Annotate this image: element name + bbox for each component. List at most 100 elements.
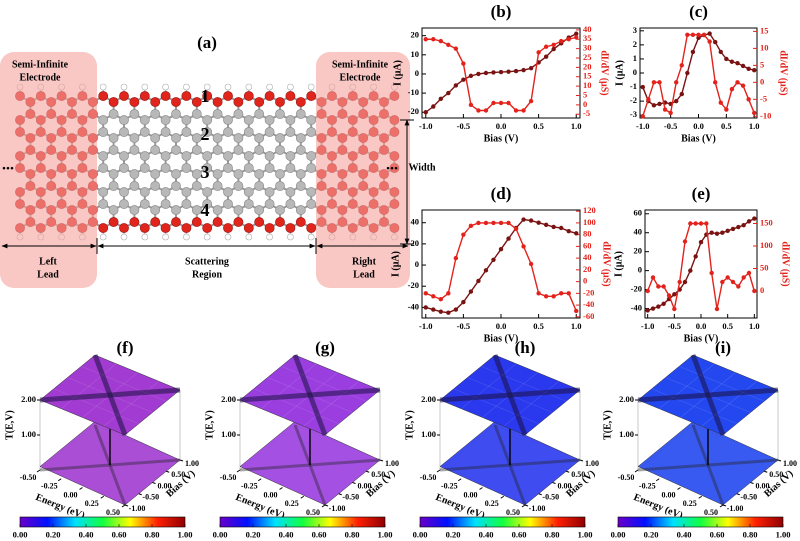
y2-tick-label: 20 (583, 264, 592, 274)
data-point (513, 108, 519, 113)
data-point (661, 284, 666, 289)
x-tick (100, 495, 105, 499)
atom (233, 169, 244, 179)
x-tick-label: -0.50 (220, 473, 237, 482)
x-tick-label: 0.5 (533, 121, 544, 131)
data-point (438, 297, 444, 302)
data-point (506, 69, 511, 74)
data-point (707, 31, 712, 36)
atom (202, 127, 213, 137)
plane-grid (61, 363, 117, 409)
series-line (647, 222, 756, 312)
y-tick (338, 493, 342, 496)
y2-tick-label: 150 (760, 217, 773, 227)
y2-tick-label: 25 (583, 52, 592, 62)
atom (264, 163, 275, 173)
data-point (476, 220, 481, 226)
y2-tick-label: 0 (583, 276, 587, 286)
y-tick-label: 0 (638, 265, 642, 275)
data-point (468, 102, 474, 108)
atom (191, 217, 202, 227)
x-tick-label: 0.0 (693, 121, 704, 131)
y-tick-label: -1.00 (329, 504, 346, 513)
atom (295, 97, 306, 107)
hydrogen (162, 233, 169, 241)
atom (295, 109, 306, 119)
data-point (714, 306, 720, 312)
atom (285, 187, 296, 197)
atom (171, 181, 181, 191)
atom (150, 109, 161, 119)
atom (181, 91, 192, 101)
atom (243, 163, 254, 173)
plane-grid (481, 365, 567, 402)
x-tick (279, 487, 283, 490)
x-tick-label: 0.5 (721, 121, 732, 131)
atom (139, 91, 150, 101)
x-tick-label: 1.0 (571, 321, 582, 331)
data-point (720, 230, 725, 235)
y-tick-label: 20 (411, 30, 420, 40)
x-tick (698, 495, 703, 499)
data-point (746, 97, 751, 102)
x-tick (479, 487, 483, 490)
data-point (735, 60, 740, 66)
atom (108, 205, 119, 215)
atom (129, 205, 140, 215)
data-point (566, 37, 571, 42)
data-point (650, 275, 656, 280)
atom (306, 187, 317, 197)
hydrogen (99, 83, 107, 91)
region-label: Scattering (185, 256, 229, 267)
data-point (682, 239, 688, 244)
atom (254, 205, 265, 215)
atom (233, 133, 244, 143)
y2-tick-label: 30 (583, 43, 592, 53)
x-tick (79, 487, 83, 490)
y-tick-label: -20 (408, 280, 419, 290)
hydrogen (266, 233, 273, 241)
plane-grid (461, 363, 517, 409)
x-tick-label: -0.25 (639, 482, 656, 491)
data-point (574, 231, 579, 236)
atom (160, 199, 171, 209)
y-tick-label: -0.50 (542, 493, 559, 502)
atom (139, 223, 150, 233)
atom (285, 91, 296, 101)
row-number: 1 (201, 86, 210, 106)
data-point (468, 73, 474, 79)
atom (181, 187, 192, 197)
data-point (668, 110, 673, 116)
hydrogen (266, 83, 273, 91)
data-point (491, 70, 496, 75)
x-tick-label: 0.0 (496, 321, 507, 331)
atom (223, 91, 233, 101)
y2-tick-label: -60 (583, 311, 594, 321)
data-point (438, 96, 444, 102)
data-point (709, 270, 714, 276)
x-tick-label: -0.5 (457, 321, 470, 331)
y2-tick-label: 80 (583, 229, 592, 239)
colorbar-tick-label: 1.00 (578, 529, 593, 539)
plane-grid (659, 363, 715, 409)
plane-grid (103, 381, 159, 427)
chart-title: (e) (692, 184, 711, 203)
y-tick-label: -0.50 (740, 493, 757, 502)
hydrogen (203, 83, 211, 91)
colorbar-tick-label: 0.20 (644, 529, 659, 539)
atom (275, 109, 285, 119)
y-tick-label: 0.00 (558, 481, 572, 490)
x-tick (655, 478, 660, 482)
atom (108, 181, 119, 191)
y-tick (152, 482, 156, 484)
y-tick (179, 459, 184, 462)
colorbar (19, 516, 186, 528)
atom (212, 133, 223, 143)
atom (233, 97, 244, 107)
z-axis-label: T(E,V) (4, 410, 15, 440)
atom (233, 109, 244, 119)
x-tick-label: 0.0 (696, 321, 707, 331)
hydrogen (141, 233, 149, 241)
y-axis-label: I (μA) (392, 60, 403, 86)
